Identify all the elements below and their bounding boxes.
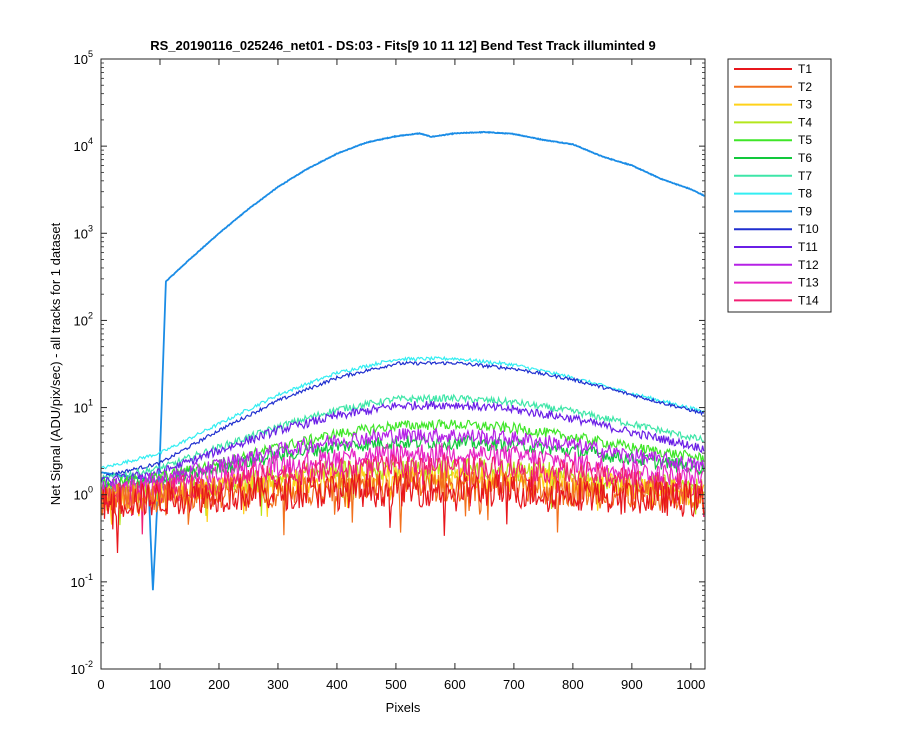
x-tick-label: 100	[149, 677, 171, 692]
legend-item-t7: T7	[734, 169, 812, 183]
legend-item-t10: T10	[734, 222, 819, 236]
plot-area-frame	[100, 58, 706, 670]
legend-item-t1: T1	[734, 62, 812, 76]
legend-label: T8	[798, 187, 812, 201]
legend-label: T12	[798, 258, 819, 272]
y-tick-label: 10-2	[71, 659, 93, 677]
y-axis-label: Net Signal (ADU/pix/sec) - all tracks fo…	[48, 222, 63, 505]
legend-item-t5: T5	[734, 133, 812, 147]
legend-label: T14	[798, 293, 819, 307]
legend-item-t13: T13	[734, 276, 819, 290]
x-tick-label: 800	[562, 677, 584, 692]
series-line-t7	[101, 393, 705, 483]
legend-item-t8: T8	[734, 187, 812, 201]
y-tick-label: 104	[74, 136, 93, 154]
legend-label: T2	[798, 80, 812, 94]
legend-label: T13	[798, 276, 819, 290]
legend-item-t4: T4	[734, 115, 812, 129]
legend: T1 T2 T3 T4 T5 T6 T7 T8 T9 T10 T11 T12 T13 T14	[727, 58, 832, 313]
y-tick-label: 101	[74, 398, 93, 416]
series-layer	[101, 130, 705, 591]
legend-item-t3: T3	[734, 98, 812, 112]
legend-label: T4	[798, 115, 812, 129]
y-tick-label: 100	[74, 485, 93, 503]
y-tick-label: 102	[74, 310, 93, 328]
series-line-t12	[101, 427, 705, 495]
y-tick-label: 105	[74, 49, 93, 67]
legend-label: T5	[798, 133, 812, 147]
legend-item-t6: T6	[734, 151, 812, 165]
legend-label: T10	[798, 222, 819, 236]
series-line-t1	[101, 470, 705, 554]
x-tick-label: 1000	[676, 677, 705, 692]
legend-item-t14: T14	[734, 293, 819, 307]
series-line-t10	[101, 360, 705, 479]
legend-label: T3	[798, 98, 812, 112]
legend-box	[727, 58, 832, 313]
legend-item-t12: T12	[734, 258, 819, 272]
chart-title: RS_20190116_025246_net01 - DS:03 - Fits[…	[150, 38, 656, 53]
x-tick-label: 900	[621, 677, 643, 692]
x-tick-label: 300	[267, 677, 289, 692]
legend-item-t9: T9	[734, 204, 812, 218]
legend-label: T9	[798, 204, 812, 218]
y-tick-label: 103	[74, 223, 93, 241]
x-tick-label: 600	[444, 677, 466, 692]
series-line-t11	[101, 400, 705, 486]
series-line-t9	[101, 130, 705, 591]
x-axis: 0 100 200 300 400 500 600 700 800 900 1000	[97, 59, 705, 692]
legend-label: T7	[798, 169, 812, 183]
x-tick-label: 500	[385, 677, 407, 692]
x-tick-label: 200	[208, 677, 230, 692]
legend-item-t11: T11	[734, 240, 818, 254]
x-axis-label: Pixels	[386, 700, 421, 715]
series-line-t8	[101, 355, 705, 470]
x-tick-label: 700	[503, 677, 525, 692]
y-axis: 10-2 10-1 100 101 102 103 104 105	[71, 49, 705, 677]
y-tick-label: 10-1	[71, 572, 93, 590]
x-tick-label: 0	[97, 677, 104, 692]
legend-item-t2: T2	[734, 80, 812, 94]
x-tick-label: 400	[326, 677, 348, 692]
legend-label: T1	[798, 62, 812, 76]
legend-label: T11	[798, 240, 818, 254]
legend-label: T6	[798, 151, 812, 165]
